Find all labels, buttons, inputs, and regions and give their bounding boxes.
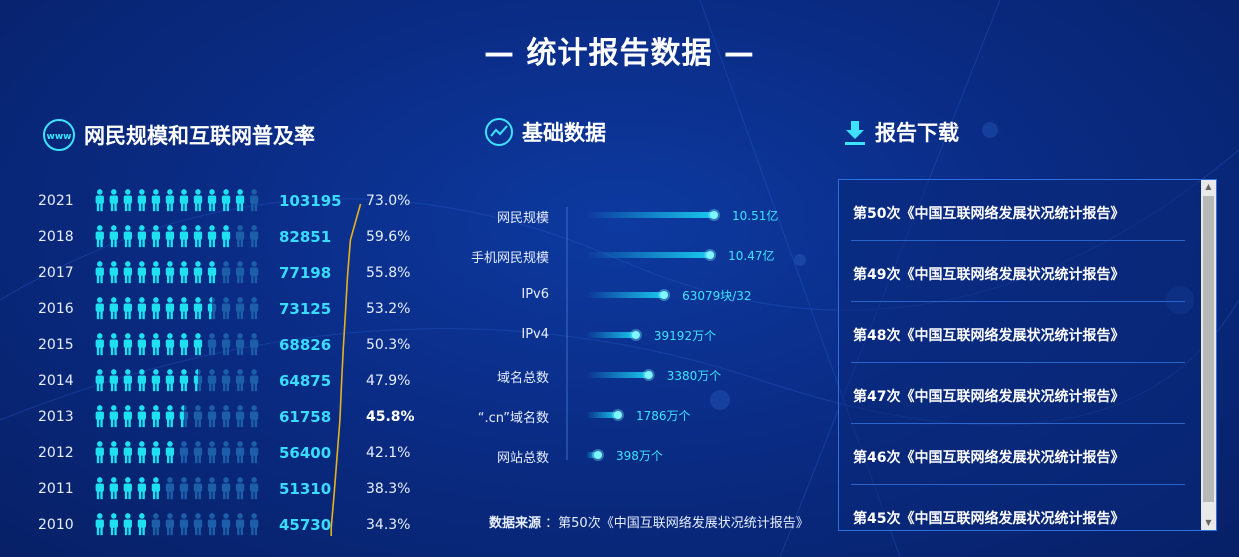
report-link-45[interactable]: 第45次《中国互联网络发展状况统计报告》 — [853, 511, 1125, 527]
category-label: IPv4 — [521, 327, 549, 342]
value-label: 63079块/32 — [682, 289, 752, 303]
download-section-title: 报告下载 — [875, 121, 959, 145]
penetration-rate: 53.2% — [366, 301, 411, 317]
download-section-header: 报告下载 — [843, 117, 959, 147]
data-source-text: ：第50次《中国互联网络发展状况统计报告》 — [545, 516, 809, 531]
lollipop-bar — [586, 209, 720, 221]
netizen-section-title: 网民规模和互联网普及率 — [84, 124, 315, 148]
year-label: 2013 — [38, 409, 74, 425]
value-label: 10.47亿 — [728, 249, 775, 263]
report-link-46[interactable]: 第46次《中国互联网络发展状况统计报告》 — [853, 450, 1125, 466]
report-link-49[interactable]: 第49次《中国互联网络发展状况统计报告》 — [853, 267, 1125, 283]
divider — [851, 240, 1185, 241]
penetration-trend-line — [330, 203, 362, 536]
lollipop-bar — [586, 289, 671, 301]
netizen-icon-row — [95, 297, 259, 320]
report-link-50[interactable]: 第50次《中国互联网络发展状况统计报告》 — [853, 206, 1125, 222]
penetration-rate: 50.3% — [366, 337, 411, 353]
report-link-47[interactable]: 第47次《中国互联网络发展状况统计报告》 — [853, 389, 1125, 405]
year-label: 2017 — [38, 265, 74, 281]
divider — [851, 301, 1185, 302]
netizen-count: 51310 — [279, 480, 332, 498]
svg-text:www: www — [47, 132, 72, 142]
penetration-rate: 59.6% — [366, 229, 411, 245]
lollipop-bar — [586, 329, 642, 341]
penetration-rate: 45.8% — [366, 409, 415, 425]
basic-section-header: 基础数据 — [484, 117, 606, 147]
netizen-count: 45730 — [279, 516, 332, 534]
year-label: 2018 — [38, 229, 74, 245]
netizen-icon-row — [95, 441, 259, 464]
data-source-note: 数据来源 ：第50次《中国互联网络发展状况统计报告》 — [489, 512, 809, 531]
category-label: 手机网民规模 — [470, 251, 549, 266]
netizen-count: 64875 — [279, 372, 332, 390]
netizen-icon-row — [95, 225, 259, 248]
year-label: 2012 — [38, 445, 74, 461]
year-label: 2015 — [38, 337, 74, 353]
data-source-label: 数据来源 — [489, 516, 542, 531]
divider — [851, 362, 1185, 363]
divider — [851, 484, 1185, 485]
scroll-down-icon[interactable]: ▼ — [1205, 518, 1212, 527]
scroll-up-icon[interactable]: ▲ — [1205, 182, 1212, 191]
category-label: 域名总数 — [496, 371, 549, 386]
penetration-trend-path — [330, 203, 362, 536]
netizen-icon-row — [95, 369, 259, 392]
netizen-icon-row — [95, 189, 259, 212]
netizen-icon-row — [95, 333, 259, 356]
page-title: — 统计报告数据 — — [484, 36, 755, 71]
report-link-48[interactable]: 第48次《中国互联网络发展状况统计报告》 — [853, 328, 1125, 344]
lollipop-bar — [586, 369, 655, 381]
lollipop-axis — [566, 207, 568, 460]
netizen-count: 82851 — [279, 228, 332, 246]
year-label: 2016 — [38, 301, 74, 317]
year-label: 2021 — [38, 193, 74, 209]
scrollbar-thumb[interactable] — [1203, 196, 1214, 502]
basic-section-title: 基础数据 — [522, 121, 606, 145]
category-label: 网民规模 — [496, 211, 549, 226]
netizen-icon-row — [95, 477, 259, 500]
netizen-count: 103195 — [279, 192, 342, 210]
netizen-icon-row — [95, 405, 259, 428]
value-label: 39192万个 — [653, 329, 717, 343]
year-label: 2010 — [38, 517, 74, 533]
penetration-rate: 73.0% — [366, 193, 411, 209]
netizen-count: 77198 — [279, 264, 332, 282]
category-label: “.cn”域名数 — [477, 411, 549, 426]
lollipop-bar — [586, 449, 604, 461]
divider — [851, 423, 1185, 424]
netizen-count: 56400 — [279, 444, 332, 462]
category-label: 网站总数 — [496, 451, 549, 466]
netizen-count: 68826 — [279, 336, 332, 354]
value-label: 10.51亿 — [732, 209, 779, 223]
netizen-icon-row — [95, 261, 259, 284]
netizen-count: 61758 — [279, 408, 332, 426]
category-label: IPv6 — [521, 287, 549, 302]
penetration-rate: 47.9% — [366, 373, 411, 389]
download-icon — [845, 121, 865, 145]
penetration-rate: 38.3% — [366, 481, 411, 497]
netizen-icon-row — [95, 513, 259, 536]
report-download-list[interactable]: 第50次《中国互联网络发展状况统计报告》 第49次《中国互联网络发展状况统计报告… — [838, 179, 1217, 531]
www-icon: www — [43, 119, 75, 151]
scrollbar[interactable]: ▲ ▼ — [1201, 180, 1216, 530]
penetration-rate: 34.3% — [366, 517, 411, 533]
penetration-rate: 42.1% — [366, 445, 411, 461]
lollipop-bar — [586, 249, 717, 261]
value-label: 3380万个 — [666, 369, 722, 383]
lollipop-bar — [586, 409, 624, 421]
year-label: 2014 — [38, 373, 74, 389]
year-label: 2011 — [38, 481, 74, 497]
trend-chart-icon — [485, 118, 513, 146]
value-label: 1786万个 — [636, 409, 691, 423]
value-label: 398万个 — [616, 449, 663, 463]
penetration-rate: 55.8% — [366, 265, 411, 281]
netizen-section-header: www 网民规模和互联网普及率 — [42, 118, 315, 152]
netizen-count: 73125 — [279, 300, 332, 318]
